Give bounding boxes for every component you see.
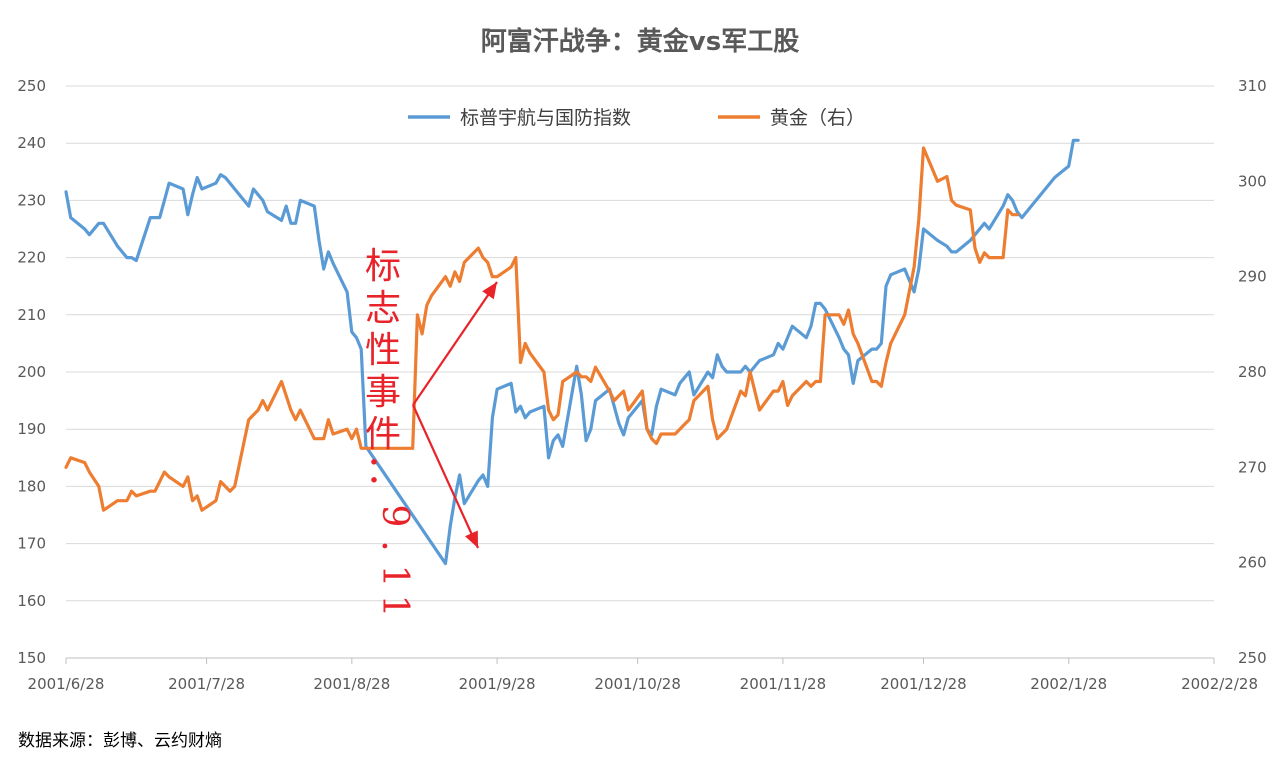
- y-right-tick-label: 300: [1238, 172, 1267, 190]
- x-tick-label: 2002/2/28: [1181, 675, 1258, 693]
- axes: 150 160 170 180 190 200 210 220 230 240 250 250 260 2…: [17, 77, 1266, 693]
- y-left-tick-label: 200: [17, 363, 46, 381]
- annotation-char: .: [374, 540, 415, 551]
- legend-label: 黄金（右）: [770, 107, 865, 129]
- series-line-gold: [64, 146, 1019, 512]
- annotation-char: ：: [365, 450, 401, 491]
- annotation-arrow-up-head: [482, 282, 497, 300]
- x-tick-label: 2001/9/28: [459, 675, 536, 693]
- x-tick-label: 2002/1/28: [1030, 675, 1107, 693]
- annotation-arrow-down: [411, 404, 480, 549]
- annotation-char: 1: [374, 565, 415, 588]
- x-tick-label: 2001/6/28: [28, 675, 105, 693]
- x-tick-label: 2001/10/28: [594, 675, 680, 693]
- x-tick-label: 2001/11/28: [740, 675, 826, 693]
- annotation-arrow-down-head: [465, 530, 478, 548]
- y-right-tick-label: 260: [1238, 554, 1267, 572]
- y-left-tick-label: 230: [17, 191, 46, 209]
- annotation-char: 事: [365, 372, 401, 413]
- annotation-char: 9: [374, 505, 415, 528]
- chart-title: 阿富汗战争：黄金vs军工股: [481, 26, 799, 57]
- y-left-tick-label: 180: [17, 477, 46, 495]
- legend-label: 标普宇航与国防指数: [460, 107, 631, 129]
- annotation-char: 1: [374, 595, 415, 618]
- x-tick-label: 2001/12/28: [880, 675, 966, 693]
- annotation-char: 标: [365, 246, 401, 287]
- y-left-tick-label: 150: [17, 649, 46, 667]
- y-right-tick-label: 270: [1238, 458, 1267, 476]
- legend: 标普宇航与国防指数 黄金（右）: [408, 107, 865, 129]
- y-left-tick-label: 240: [17, 134, 46, 152]
- y-right-tick-label: 290: [1238, 268, 1267, 286]
- x-tick-label: 2001/7/28: [168, 675, 245, 693]
- annotation-char: 性: [365, 330, 401, 371]
- y-left-tick-label: 210: [17, 306, 46, 324]
- series-line-defense-index: [64, 138, 1080, 566]
- y-left-tick-label: 250: [17, 77, 46, 95]
- gridlines: [66, 85, 1214, 659]
- annotation-char: 志: [365, 288, 401, 329]
- series-lines: [64, 138, 1080, 566]
- y-left-tick-label: 170: [17, 535, 46, 553]
- x-tick-label: 2001/8/28: [313, 675, 390, 693]
- source-note: 数据来源：彭博、云约财熵: [18, 731, 222, 751]
- y-left-tick-label: 220: [17, 249, 46, 267]
- y-left-tick-label: 160: [17, 592, 46, 610]
- y-left-tick-label: 190: [17, 420, 46, 438]
- y-right-tick-label: 250: [1238, 649, 1267, 667]
- y-right-tick-label: 310: [1238, 77, 1267, 95]
- annotation-char: 件: [365, 414, 401, 455]
- annotation-arrow-up: [412, 281, 498, 406]
- y-right-tick-label: 280: [1238, 363, 1267, 381]
